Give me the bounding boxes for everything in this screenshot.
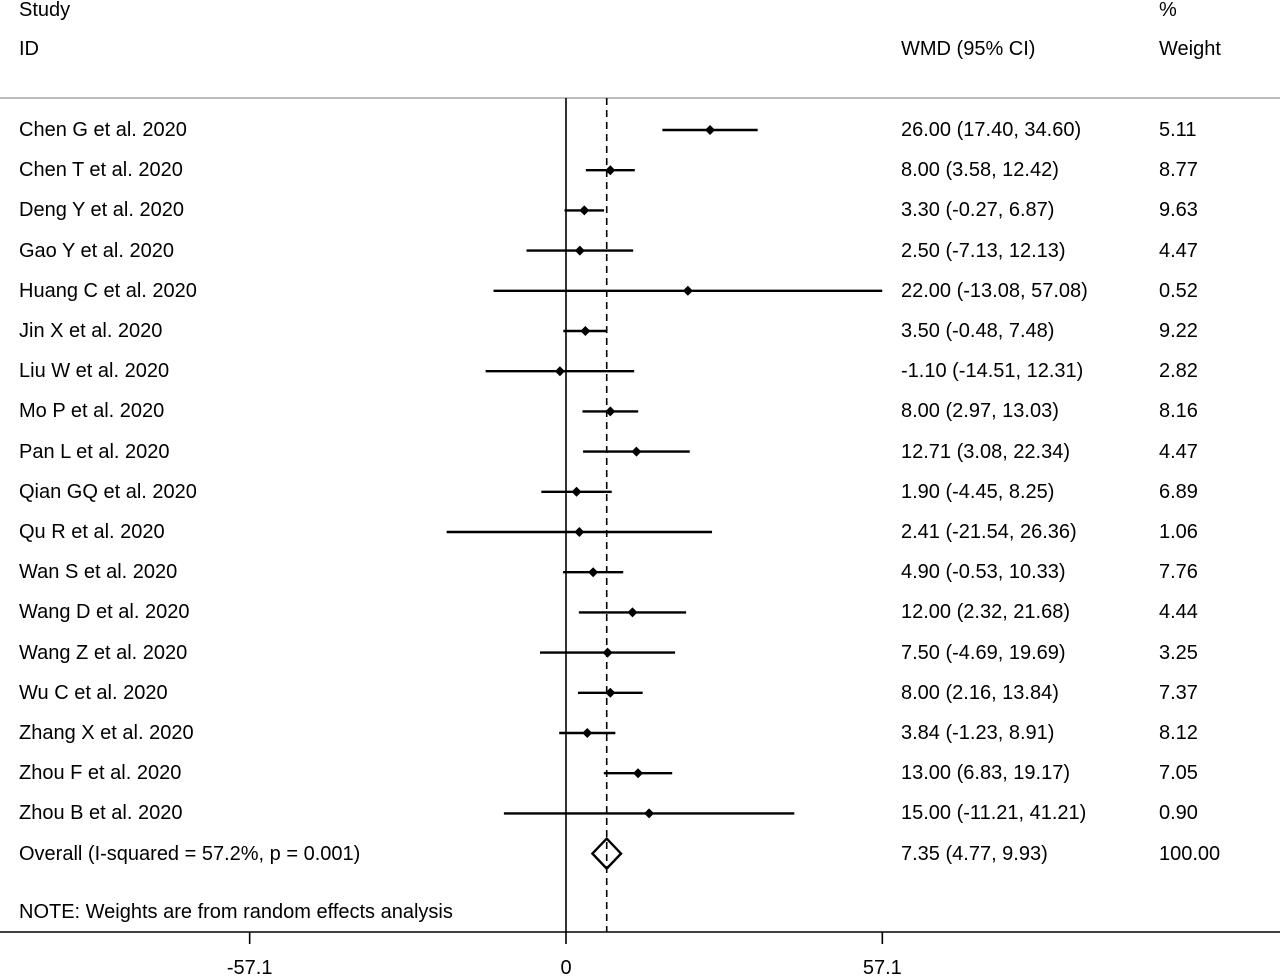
weight-text: 0.90 — [1159, 802, 1198, 825]
study-label: Huang C et al. 2020 — [19, 279, 197, 302]
x-tick-label: 57.1 — [863, 957, 902, 977]
point-estimate-marker — [574, 527, 585, 537]
effect-ci-text: 3.30 (-0.27, 6.87) — [901, 199, 1055, 222]
effect-ci-text: 12.00 (2.32, 21.68) — [901, 601, 1071, 624]
point-estimate-marker — [574, 245, 585, 256]
point-estimate-marker — [627, 607, 638, 618]
point-estimate-marker — [605, 406, 616, 417]
x-tick-label: -57.1 — [227, 957, 273, 977]
point-estimate-marker — [644, 808, 655, 819]
overall-weight-text: 100.00 — [1159, 842, 1221, 865]
point-estimate-marker — [571, 486, 582, 497]
effect-ci-text: 15.00 (-11.21, 41.21) — [901, 802, 1087, 825]
study-label: Zhou F et al. 2020 — [19, 762, 182, 785]
study-label: Pan L et al. 2020 — [19, 440, 170, 463]
weights-note: NOTE: Weights are from random effects an… — [19, 901, 453, 923]
study-label: Deng Y et al. 2020 — [19, 199, 184, 222]
weight-text: 1.06 — [1159, 521, 1198, 543]
effect-ci-text: 22.00 (-13.08, 57.08) — [901, 279, 1088, 302]
x-axis-ticks: -57.1 0 57.1 — [227, 932, 902, 977]
effect-ci-text: 2.50 (-7.13, 12.13) — [901, 239, 1066, 262]
effect-ci-text: 2.41 (-21.54, 26.36) — [901, 521, 1077, 543]
weight-text: 4.47 — [1159, 440, 1198, 463]
weight-text: 4.47 — [1159, 239, 1198, 262]
overall-label: Overall (I-squared = 57.2%, p = 0.001) — [19, 842, 361, 865]
weight-text: 8.12 — [1159, 722, 1198, 744]
point-estimate-marker — [554, 366, 565, 377]
study-label: Zhang X et al. 2020 — [19, 722, 194, 744]
weight-text: 8.77 — [1159, 159, 1198, 182]
point-estimate-marker — [605, 165, 616, 176]
x-tick-label: 0 — [560, 957, 571, 977]
study-label: Wan S et al. 2020 — [19, 561, 178, 584]
study-label: Qian GQ et al. 2020 — [19, 480, 197, 503]
study-label: Gao Y et al. 2020 — [19, 239, 174, 262]
weight-text: 7.76 — [1159, 561, 1198, 584]
effect-ci-text: 3.84 (-1.23, 8.91) — [901, 722, 1055, 744]
effect-ci-text: -1.10 (-14.51, 12.31) — [901, 360, 1084, 383]
study-label: Qu R et al. 2020 — [19, 521, 165, 543]
weight-header-line1: % — [1159, 0, 1177, 21]
weight-text: 9.63 — [1159, 199, 1198, 222]
point-estimate-marker — [580, 326, 591, 336]
point-estimate-marker — [633, 768, 644, 779]
point-estimate-marker — [631, 446, 642, 457]
study-header-line1: Study — [19, 0, 71, 21]
effect-ci-text: 8.00 (2.97, 13.03) — [901, 400, 1059, 423]
weight-text: 6.89 — [1159, 480, 1198, 503]
overall-ci-text: 7.35 (4.77, 9.93) — [901, 842, 1048, 865]
weight-text: 9.22 — [1159, 320, 1198, 342]
study-label: Chen T et al. 2020 — [19, 159, 183, 182]
weight-text: 0.52 — [1159, 279, 1198, 302]
effect-ci-text: 3.50 (-0.48, 7.48) — [901, 320, 1055, 342]
study-label: Wang Z et al. 2020 — [19, 641, 188, 664]
point-estimate-marker — [588, 567, 599, 578]
weight-text: 2.82 — [1159, 360, 1198, 383]
study-label: Chen G et al. 2020 — [19, 119, 187, 141]
study-label: Zhou B et al. 2020 — [19, 802, 183, 825]
weight-text: 5.11 — [1159, 119, 1197, 141]
point-estimate-marker — [605, 687, 616, 698]
study-label: Jin X et al. 2020 — [19, 320, 163, 342]
effect-header: WMD (95% CI) — [901, 38, 1036, 60]
study-label: Wu C et al. 2020 — [19, 681, 168, 704]
weight-text: 3.25 — [1159, 641, 1198, 664]
effect-ci-text: 1.90 (-4.45, 8.25) — [901, 480, 1055, 503]
effect-ci-text: 13.00 (6.83, 19.17) — [901, 762, 1071, 785]
overall-diamond — [590, 836, 623, 871]
effect-ci-text: 7.50 (-4.69, 19.69) — [901, 641, 1066, 664]
study-label: Liu W et al. 2020 — [19, 360, 170, 383]
study-header-line2: ID — [19, 38, 39, 60]
weight-text: 8.16 — [1159, 400, 1198, 423]
effect-ci-text: 8.00 (2.16, 13.84) — [901, 681, 1059, 704]
point-estimate-marker — [579, 205, 590, 216]
point-estimate-marker — [602, 647, 613, 658]
point-estimate-marker — [582, 728, 593, 738]
weight-header-line2: Weight — [1159, 38, 1221, 60]
confidence-intervals — [446, 125, 883, 871]
study-label: Mo P et al. 2020 — [19, 400, 165, 423]
point-estimate-marker — [682, 285, 693, 296]
weight-text: 7.05 — [1159, 762, 1198, 785]
weight-text: 7.37 — [1159, 681, 1198, 704]
weight-text: 4.44 — [1159, 601, 1198, 624]
study-label: Wang D et al. 2020 — [19, 601, 190, 624]
point-estimate-marker — [705, 125, 716, 135]
effect-ci-text: 26.00 (17.40, 34.60) — [901, 119, 1082, 141]
effect-ci-text: 4.90 (-0.53, 10.33) — [901, 561, 1066, 584]
effect-ci-text: 8.00 (3.58, 12.42) — [901, 159, 1059, 182]
effect-ci-text: 12.71 (3.08, 22.34) — [901, 440, 1071, 463]
